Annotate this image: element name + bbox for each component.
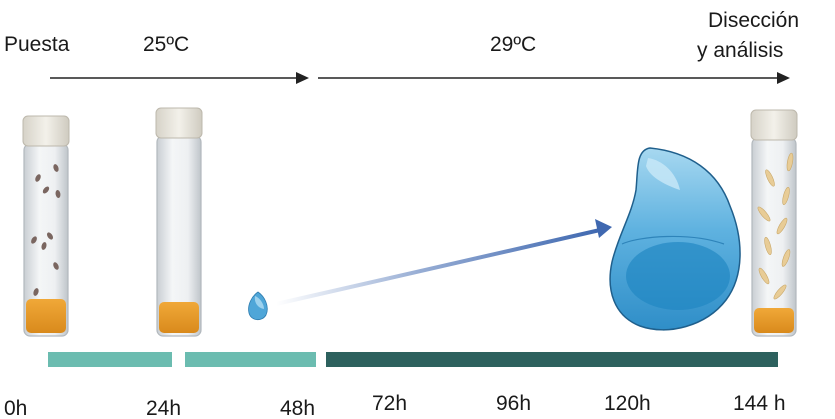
temperature-29-label: 29ºC bbox=[490, 33, 536, 56]
timeline-bar-24-48h bbox=[185, 352, 316, 367]
vial-icon bbox=[750, 109, 798, 337]
dissection-label-line2: y análisis bbox=[697, 39, 783, 62]
growth-arrow bbox=[274, 219, 612, 306]
tick-label: 72h bbox=[372, 392, 407, 415]
egg-icon bbox=[31, 164, 61, 296]
temperature-25-label: 25ºC bbox=[143, 33, 189, 56]
tick-label: 48h bbox=[280, 397, 315, 419]
laying-label: Puesta bbox=[4, 33, 70, 56]
larva-drop-icon bbox=[248, 291, 268, 321]
period-arrow-25c bbox=[50, 72, 309, 84]
vial-icon bbox=[22, 115, 70, 337]
tick-label: 96h bbox=[496, 392, 531, 415]
imaginal-disc-icon bbox=[609, 147, 741, 331]
vial-icon bbox=[155, 107, 203, 337]
tick-label: 144 h bbox=[733, 392, 786, 415]
timeline-bar-0-24h bbox=[48, 352, 172, 367]
dissection-label-line1: Disección bbox=[708, 9, 799, 32]
larva-icon bbox=[757, 152, 794, 300]
period-arrow-29c bbox=[318, 72, 790, 84]
tick-label: 24h bbox=[146, 397, 181, 419]
timeline-bar-48-144h bbox=[326, 352, 778, 367]
tick-label: 120h bbox=[604, 392, 651, 415]
tick-label: 0h bbox=[4, 397, 27, 419]
